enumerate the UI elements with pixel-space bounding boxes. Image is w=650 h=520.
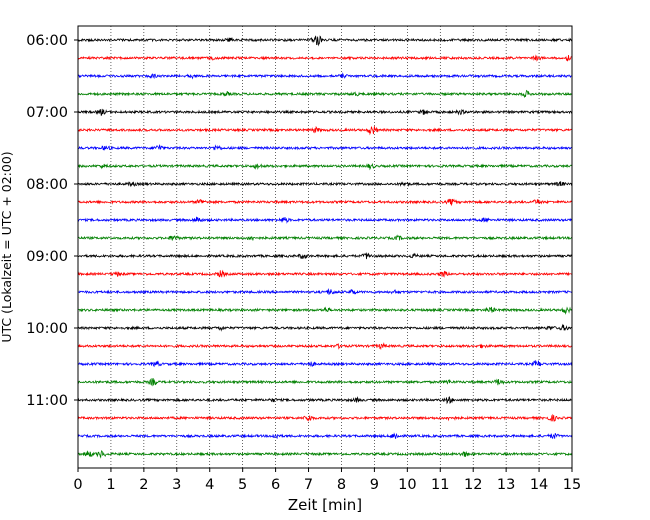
seismic-trace-0745 [77,162,573,171]
seismic-trace-0645 [77,89,573,99]
y-tick-label: 06:00 [26,33,68,49]
seismic-trace-0930 [77,288,573,295]
seismic-trace-0945 [77,306,573,315]
y-tick-label: 07:00 [26,105,68,121]
seismic-trace-1000 [77,323,573,332]
x-tick-label: 14 [530,477,548,493]
x-tick-label: 12 [464,477,482,493]
seismic-trace-0600 [77,35,573,47]
seismic-trace-1145 [77,449,573,459]
x-tick-label: 13 [497,477,515,493]
y-axis-title: UTC (Lokalzeit = UTC + 02:00) [0,151,14,342]
seismic-trace-1045 [77,377,573,387]
x-axis-title: Zeit [min] [288,496,362,514]
x-tick-label: 9 [370,477,379,493]
x-tick-label: 4 [205,477,214,493]
seismic-trace-0630 [77,72,573,80]
seismic-trace-0900 [77,252,573,260]
seismic-trace-1030 [77,359,573,368]
seismic-trace-0915 [77,269,573,278]
seismic-trace-0730 [77,144,573,151]
seismic-trace-0615 [77,54,573,62]
seismic-trace-0700 [77,108,573,117]
seismic-trace-1130 [77,432,573,440]
x-tick-label: 11 [431,477,449,493]
x-tick-label: 8 [337,477,346,493]
seismic-trace-1115 [77,413,573,423]
x-tick-label: 1 [106,477,115,493]
seismic-traces [77,35,573,459]
y-axis-ticks: 06:00 07:00 08:00 09:00 10:00 11:00 [26,33,78,409]
x-axis-ticks: 0 1 2 3 4 5 6 7 8 9 10 11 12 13 14 15 [73,468,581,493]
y-tick-label: 08:00 [26,177,68,193]
x-tick-label: 2 [139,477,148,493]
seismic-trace-1100 [77,396,573,405]
seismic-trace-1015 [77,342,573,351]
seismic-trace-0815 [77,198,573,207]
x-tick-label: 10 [398,477,416,493]
seismic-trace-0830 [77,216,573,224]
y-tick-label: 11:00 [26,393,68,409]
x-tick-label: 0 [73,477,82,493]
seismic-trace-0715 [77,125,573,136]
seismic-trace-0845 [77,234,573,241]
x-tick-label: 7 [304,477,313,493]
y-tick-label: 09:00 [26,249,68,265]
seismic-trace-0800 [77,181,573,188]
plot-frame [77,25,573,469]
y-tick-label: 10:00 [26,321,68,337]
x-tick-label: 3 [172,477,181,493]
x-tick-label: 15 [563,477,581,493]
plot-background [78,26,572,468]
x-tick-label: 6 [271,477,280,493]
x-tick-label: 5 [238,477,247,493]
